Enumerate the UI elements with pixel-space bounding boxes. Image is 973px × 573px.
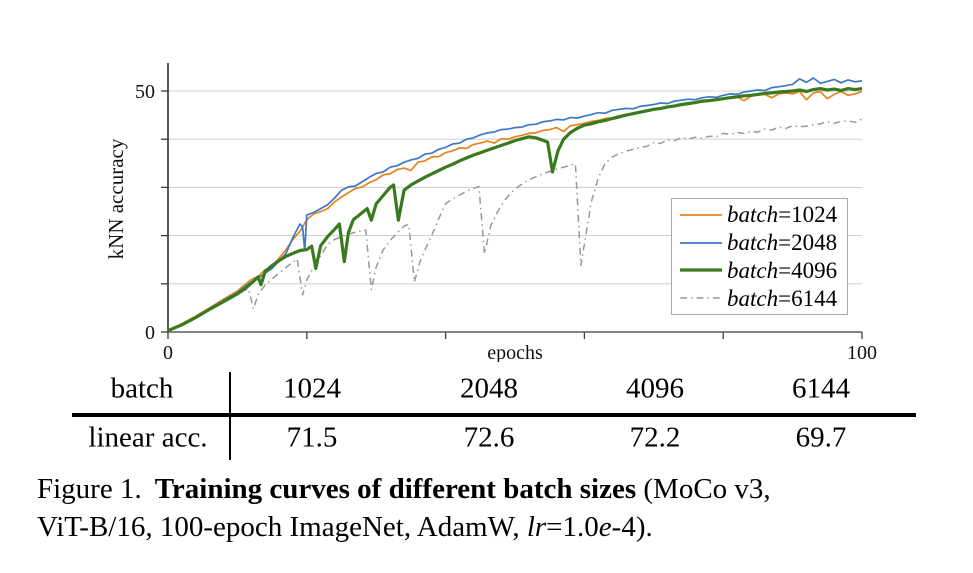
legend-var: batch — [727, 230, 779, 256]
table-cell-linear-acc-6144: 69.7 — [795, 421, 847, 454]
curve-batch=2048 — [167, 77, 863, 332]
training-curves-chart: 0 50 0 100 kNN accuracy epochs — [104, 63, 877, 362]
caption-text: -4). — [611, 510, 653, 543]
x-tick-label-0: 0 — [163, 342, 173, 362]
legend-line-icon — [680, 268, 722, 272]
legend-label: batch=2048 — [727, 231, 837, 254]
legend-label: batch=1024 — [727, 203, 837, 226]
caption-bold-title: Training curves of different batch sizes — [154, 473, 637, 505]
table-row-label: batch — [110, 372, 174, 405]
curve-batch=4096 — [167, 86, 863, 333]
legend-line-icon — [680, 213, 722, 216]
table-cell-batch-2048: 2048 — [460, 372, 518, 405]
y-tick-label-50: 50 — [135, 81, 155, 103]
legend-label: batch=4096 — [727, 259, 837, 282]
legend-line-icon — [680, 241, 722, 244]
curves-group — [167, 77, 863, 333]
table-cell-batch-1024: 1024 — [283, 372, 341, 405]
table-row-label: linear acc. — [88, 421, 208, 454]
table-horizontal-rule — [72, 413, 916, 417]
caption-figure-label: Figure 1. — [37, 473, 142, 505]
caption-lr-italic: lr — [526, 510, 547, 543]
legend-value: =4096 — [778, 257, 838, 283]
legend-label: batch=6144 — [727, 287, 837, 310]
x-axis-title: epochs — [487, 342, 543, 362]
table-cell-linear-acc-1024: 71.5 — [286, 421, 338, 454]
x-tick-label-100: 100 — [847, 342, 877, 362]
caption-text: =1.0 — [546, 510, 599, 543]
chart-legend: batch=1024 batch=2048 batch=4096 batch=6… — [671, 198, 848, 315]
figure-caption: Figure 1. Training curves of different ba… — [37, 471, 962, 546]
caption-text: (MoCo v3, — [636, 473, 771, 505]
legend-var: batch — [727, 257, 779, 283]
legend-var: batch — [727, 285, 779, 311]
legend-value: =1024 — [778, 202, 838, 228]
results-table: batch 1024 2048 4096 6144 linear acc. 71… — [0, 360, 973, 465]
table-cell-linear-acc-2048: 72.6 — [463, 421, 515, 454]
legend-line-icon — [680, 297, 722, 299]
legend-value: =6144 — [778, 285, 838, 311]
table-cell-batch-4096: 4096 — [626, 372, 684, 405]
legend-entry-batch-1024: batch=1024 — [679, 202, 842, 228]
axes-group: 0 50 0 100 — [135, 63, 877, 362]
y-axis-title: kNN accuracy — [104, 138, 128, 259]
table-cell-batch-6144: 6144 — [792, 372, 850, 405]
legend-value: =2048 — [778, 230, 838, 256]
legend-entry-batch-4096: batch=4096 — [679, 257, 842, 283]
legend-entry-batch-6144: batch=6144 — [679, 285, 842, 311]
caption-e-italic: e — [598, 510, 612, 543]
y-tick-label-0: 0 — [145, 322, 155, 344]
legend-var: batch — [727, 202, 779, 228]
legend-entry-batch-2048: batch=2048 — [679, 230, 842, 256]
caption-text: ViT-B/16, 100-epoch ImageNet, AdamW, — [37, 510, 527, 543]
table-cell-linear-acc-4096: 72.2 — [629, 421, 681, 454]
